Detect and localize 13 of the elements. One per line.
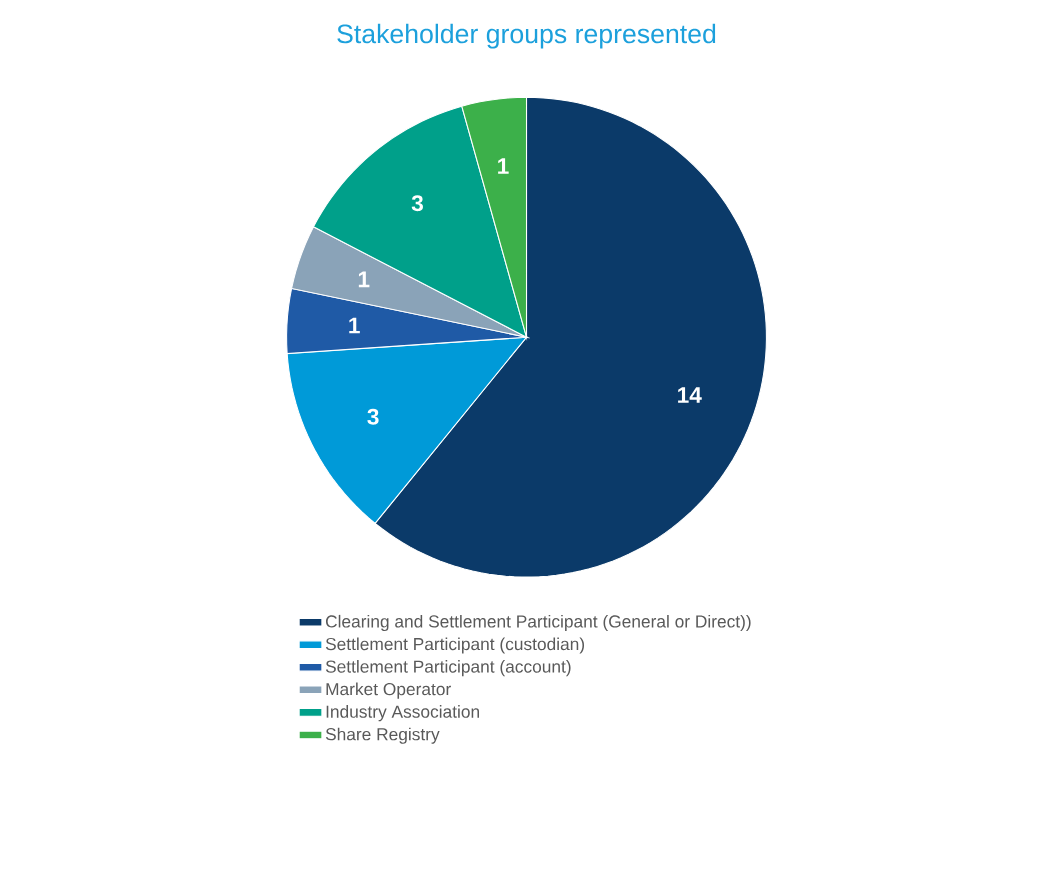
data-label: 14 [678, 387, 702, 403]
legend-label: Market Operator [326, 682, 451, 699]
chart-title: Stakeholder groups represented [337, 23, 716, 49]
data-label: 3 [411, 195, 423, 212]
data-label: 3 [367, 408, 379, 425]
legend-label: Industry Association [326, 705, 479, 722]
legend-label: Settlement Participant (custodian) [325, 637, 585, 654]
legend-label: Share Registry [325, 727, 440, 744]
data-label: 1 [349, 317, 360, 334]
data-label: 1 [358, 271, 370, 288]
data-label: 1 [498, 158, 509, 174]
legend-label: Clearing and Settlement Participant (General or Direct)) [325, 614, 751, 632]
legend-label: Settlement Participant (account) [325, 659, 571, 677]
